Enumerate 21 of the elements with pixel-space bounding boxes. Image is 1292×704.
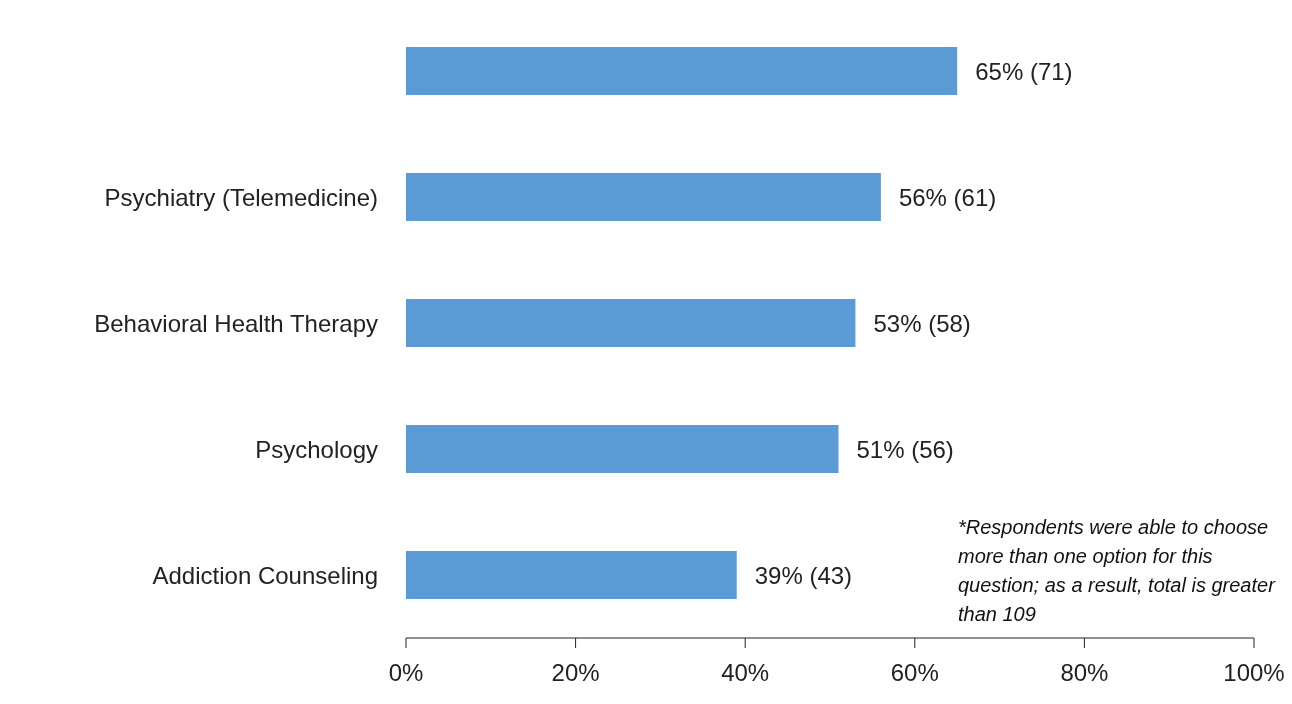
y-tick-label: Psychiatry (Telemedicine): [104, 183, 378, 211]
data-label: 53% (58): [873, 309, 971, 337]
y-tick-label: Behavioral Health Therapy: [94, 309, 378, 337]
x-tick-label: 20%: [551, 659, 600, 687]
x-tick-label: 60%: [890, 659, 939, 687]
y-tick-label: Psychology: [255, 435, 378, 463]
bar: [406, 551, 737, 599]
x-tick-label: 40%: [721, 659, 770, 687]
bar: [406, 173, 881, 221]
x-tick-label: 80%: [1060, 659, 1109, 687]
x-tick-label: 100%: [1223, 659, 1285, 687]
y-tick-label: Addiction Counseling: [152, 561, 378, 589]
bar: [406, 425, 839, 473]
data-label: 51% (56): [856, 435, 954, 463]
annotation: *Respondents were able to choose more than one option for this question; as a result, total is greater than 109: [958, 515, 1277, 627]
bar: [406, 47, 958, 95]
data-label: 65% (71): [975, 57, 1073, 85]
bar: [406, 299, 856, 347]
data-label: 56% (61): [898, 183, 997, 211]
data-label: 39% (43): [754, 561, 853, 589]
x-tick-label: 0%: [388, 659, 424, 687]
